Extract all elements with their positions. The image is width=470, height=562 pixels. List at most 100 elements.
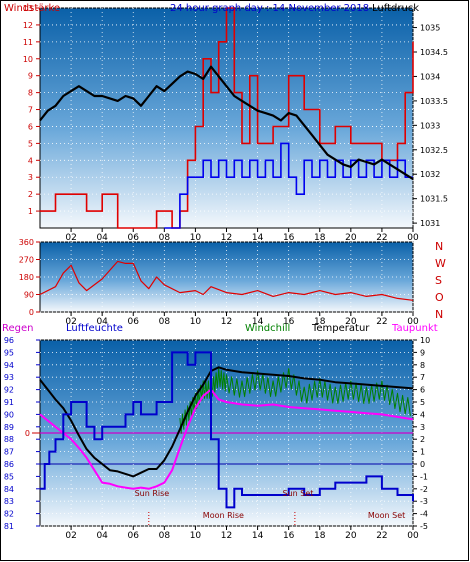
panel-1-xtick-label: 08 (159, 233, 171, 243)
panel-3-xtick-label: 14 (252, 531, 264, 541)
panel-2-background (40, 242, 413, 312)
panel-1-xtick-label: 06 (128, 233, 140, 243)
panel-3-xtick-label: 06 (128, 531, 140, 541)
panel-1-xtick-label: 18 (314, 233, 326, 243)
panel-3-ytick-right-label: -2 (420, 485, 428, 494)
panel-1-xtick-label: 10 (190, 233, 202, 243)
panel-1-ytick-left-label: 6 (28, 122, 33, 131)
panel-3-ytick-left-label: 94 (4, 361, 14, 370)
panel-3-xtick-label: 04 (96, 531, 108, 541)
panel-3-ytick-right-label: -1 (420, 472, 428, 481)
panel-3-xtick-label: 08 (159, 531, 171, 541)
panel-2-xtick-label: 00 (407, 317, 419, 327)
panel-3-xtick-label: 20 (345, 531, 357, 541)
zero-label: 0 (25, 429, 30, 438)
panel-1-ytick-right-label: 1031.5 (420, 195, 448, 204)
panel-3-ytick-left-label: 91 (4, 398, 14, 407)
panel-3-ytick-right-label: -3 (420, 497, 428, 506)
panel-2-xtick-label: 14 (252, 317, 264, 327)
panel-3-ytick-left-label: 85 (4, 472, 14, 481)
panel-2-ytick-left-label: 0 (29, 308, 34, 317)
dewpoint-series-line (39, 388, 414, 490)
panel-3-ytick-right-label: 1 (420, 448, 425, 457)
compass-label: O (435, 291, 444, 304)
panel-3-ytick-left-label: 95 (4, 348, 14, 357)
panel-3-ytick-left-label: 88 (4, 435, 14, 444)
panel-2-xtick-label: 18 (314, 317, 326, 327)
panel-1-ytick-right-label: 1035 (420, 24, 440, 33)
panel-3-ytick-left-label: 87 (4, 448, 14, 457)
panel-2-xtick-label: 10 (190, 317, 202, 327)
wind-axis-label: Windstärke (4, 3, 60, 14)
panel-1-xtick-label: 04 (96, 233, 108, 243)
compass-label: W (435, 257, 446, 270)
panel-3-ytick-right-label: 3 (420, 423, 425, 432)
panel-3-ytick-right-label: 6 (420, 386, 425, 395)
panel-1-xtick-label: 22 (376, 233, 387, 243)
panel-1-ytick-left-label: 11 (23, 38, 33, 47)
panel-1-xtick-label: 16 (283, 233, 295, 243)
panel-1-ytick-right-label: 1033 (420, 121, 440, 130)
panel-3-ytick-left-label: 83 (4, 497, 14, 506)
panel-2-xtick-label: 02 (65, 317, 76, 327)
panel-1-ytick-left-label: 1 (28, 207, 33, 216)
legend-windchill: Windchill (245, 323, 290, 334)
panel-1-xtick-label: 12 (221, 233, 232, 243)
panel-1-ytick-right-label: 1033.5 (420, 97, 448, 106)
panel-3-ytick-right-label: 7 (420, 373, 425, 382)
annotation-moon-set: Moon Set (368, 511, 405, 520)
panel-3-ytick-right-label: 5 (420, 398, 425, 407)
pressure-axis-label: Luftdruck (372, 3, 419, 14)
graph-title: 24 hour graph day : 14 November 2018 (170, 3, 369, 14)
panel-1-ytick-left-label: 8 (28, 89, 33, 98)
panel-3-ytick-left-label: 84 (4, 485, 14, 494)
panel-2-ytick-left-label: 90 (24, 291, 34, 300)
panel-3-ytick-right-label: -4 (420, 510, 428, 519)
panel-3-ytick-right-label: 2 (420, 435, 425, 444)
panel-3-xtick-label: 12 (221, 531, 232, 541)
panel-2-xtick-label: 22 (376, 317, 387, 327)
panel-1-ytick-left-label: 3 (28, 173, 33, 182)
panel-2-xtick-label: 16 (283, 317, 295, 327)
panel-3-xtick-label: 18 (314, 531, 326, 541)
annotation-sun-set: Sun Set (283, 489, 314, 498)
panel-3-ytick-left-label: 93 (4, 373, 14, 382)
panel-3-ytick-right-label: 0 (420, 460, 425, 469)
panel-1-xtick-label: 14 (252, 233, 264, 243)
panel-1-ytick-right-label: 1032.5 (420, 146, 448, 155)
panel-3-ytick-left-label: 82 (4, 510, 14, 519)
panel-2-xtick-label: 04 (96, 317, 108, 327)
humidity-series-line (40, 351, 414, 509)
wind-direction-series-line (164, 142, 413, 229)
panel-1-ytick-left-label: 12 (23, 21, 33, 30)
panel-2-ytick-left-label: 270 (19, 256, 34, 265)
panel-3-ytick-right-label: -5 (420, 522, 428, 531)
pressure-series-line (39, 65, 414, 181)
panel-2-ytick-left-label: 360 (19, 238, 34, 247)
panel-2-ytick-left-label: 180 (19, 273, 34, 282)
annotation-sun-rise: Sun Rise (135, 489, 170, 498)
panel-3-ytick-right-label: 4 (420, 410, 425, 419)
annotation-moon-rise: Moon Rise (203, 511, 244, 520)
panel-1-xtick-label: 20 (345, 233, 357, 243)
panel-3-ytick-left-label: 90 (4, 410, 14, 419)
panel-3-ytick-left-label: 86 (4, 460, 14, 469)
panel-1-ytick-right-label: 1032 (420, 170, 440, 179)
panel-3-ytick-left-label: 96 (4, 336, 14, 345)
legend-regen: Regen (2, 323, 34, 334)
legend-temperatur: Temperatur (311, 323, 370, 334)
panel-1-xtick-label: 00 (407, 233, 419, 243)
panel-3-ytick-left-label: 89 (4, 423, 14, 432)
panel-2-xtick-label: 06 (128, 317, 140, 327)
panel-1-ytick-left-label: 10 (23, 55, 33, 64)
panel-1-ytick-left-label: 5 (28, 139, 33, 148)
panel-1-ytick-right-label: 1034.5 (420, 48, 448, 57)
legend-taupunkt: Taupunkt (391, 323, 438, 334)
panel-3-xtick-label: 22 (376, 531, 387, 541)
compass-label: N (435, 308, 443, 321)
panel-1-ytick-left-label: 2 (28, 190, 33, 199)
panel-3-xtick-label: 02 (65, 531, 76, 541)
